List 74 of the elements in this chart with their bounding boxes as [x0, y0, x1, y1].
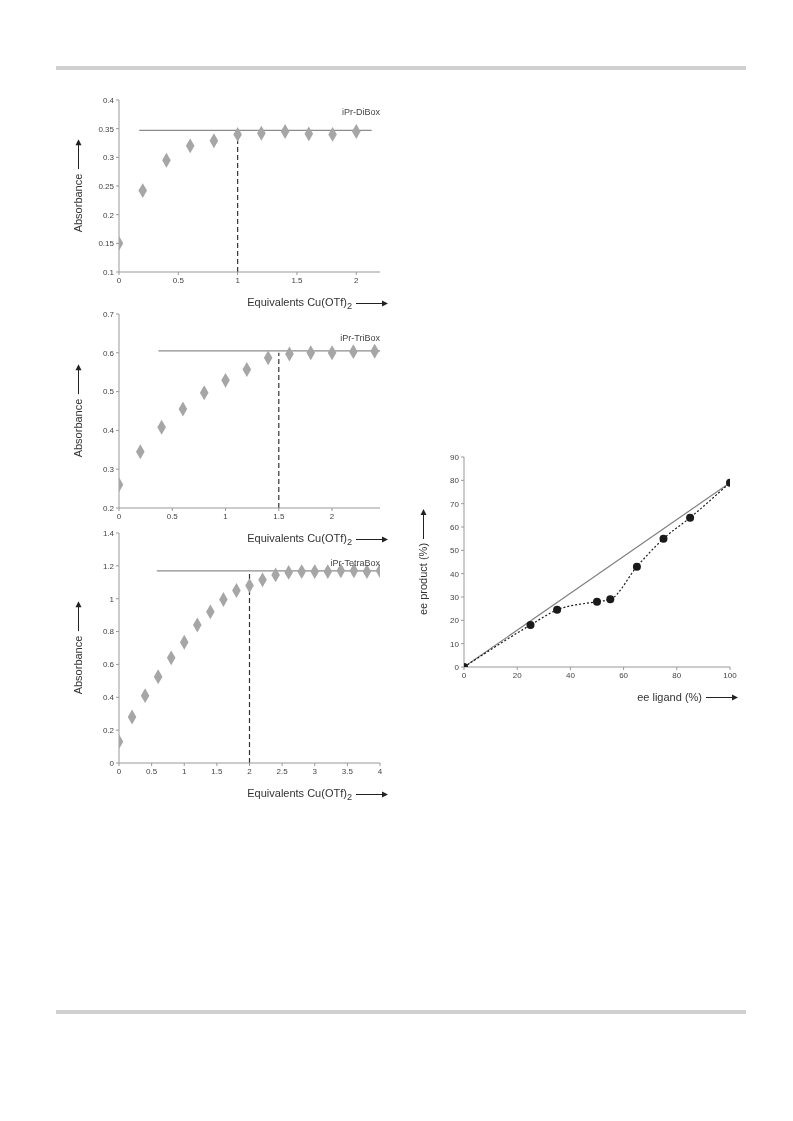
x-tick-label: 2 — [247, 766, 253, 776]
y-tick-label: 70 — [450, 499, 460, 509]
y-tick-label: 0.6 — [102, 660, 115, 670]
point — [526, 621, 535, 629]
x-axis-title: ee ligand (%) — [637, 691, 702, 703]
x-tick-label: 0.5 — [166, 511, 179, 521]
x-tick-label: 3.5 — [341, 766, 354, 776]
y-tick-label: 1.4 — [102, 528, 115, 538]
y-axis-title: Absorbance — [72, 635, 84, 695]
y-tick-label: 0.5 — [102, 387, 115, 397]
x-tick-label: 60 — [619, 670, 629, 680]
y-tick-label: 0.7 — [102, 309, 115, 319]
x-tick-label: 2 — [354, 275, 360, 285]
y-tick-label: 0.35 — [98, 124, 115, 134]
y-tick-label: 0.15 — [98, 239, 115, 249]
x-tick-label: 1 — [235, 275, 241, 285]
annotation: iPr-TetraBox — [330, 558, 380, 569]
y-tick-label: 80 — [450, 476, 460, 486]
y-tick-label: 0.6 — [102, 348, 115, 358]
y-tick-label: 0.3 — [102, 465, 115, 475]
y-tick-label: 0.4 — [102, 95, 115, 105]
x-tick-label: 100 — [723, 670, 738, 680]
x-tick-label: 0.5 — [146, 766, 158, 776]
x-tick-label: 0.5 — [172, 275, 185, 285]
x-tick-label: 2 — [329, 511, 335, 521]
annotation: iPr-TriBox — [340, 333, 380, 344]
x-tick-label: 0 — [116, 511, 122, 521]
annotation: iPr-DiBox — [341, 106, 380, 117]
x-tick-label: 2.5 — [276, 766, 289, 776]
point — [606, 595, 615, 604]
y-tick-label: 0 — [454, 662, 460, 672]
x-axis-title: Equivalents Cu(OTf)$_{2}$ — [247, 787, 352, 803]
y-tick-label: 0.1 — [102, 267, 115, 277]
y-axis-title: ee product (%) — [417, 542, 429, 616]
point — [632, 562, 641, 571]
y-tick-label: 0.4 — [102, 693, 115, 703]
x-tick-label: 1.5 — [211, 766, 223, 776]
y-tick-label: 20 — [450, 616, 460, 626]
x-axis-title: Equivalents Cu(OTf)$_{2}$ — [247, 532, 352, 548]
x-axis-title: Equivalents Cu(OTf)$_{2}$ — [247, 296, 352, 312]
y-tick-label: 60 — [450, 522, 460, 532]
x-tick-label: 3 — [312, 766, 318, 776]
x-tick-label: 0 — [116, 275, 122, 285]
y-tick-label: 1.2 — [102, 561, 115, 571]
x-tick-label: 1 — [182, 766, 188, 776]
y-tick-label: 0.2 — [102, 210, 115, 220]
y-tick-label: 10 — [450, 639, 460, 649]
point — [553, 605, 562, 614]
y-tick-label: 0.2 — [102, 725, 115, 735]
y-axis-title: Absorbance — [72, 173, 84, 233]
x-tick-label: 0 — [461, 670, 467, 680]
x-tick-label: 1.5 — [291, 275, 304, 285]
x-tick-label: 4 — [377, 766, 383, 776]
x-tick-label: 0 — [116, 766, 122, 776]
x-tick-label: 1.5 — [273, 511, 285, 521]
y-axis-title: Absorbance — [72, 398, 84, 458]
y-tick-label: 1 — [109, 594, 115, 604]
point — [686, 513, 695, 522]
x-tick-label: 1 — [223, 511, 229, 521]
y-tick-label: 50 — [450, 546, 460, 556]
y-tick-label: 0.2 — [102, 503, 115, 513]
y-tick-label: 0.4 — [102, 426, 115, 436]
x-tick-label: 80 — [672, 670, 682, 680]
y-tick-label: 30 — [450, 592, 460, 602]
x-tick-label: 20 — [512, 670, 523, 680]
y-tick-label: 0.25 — [98, 181, 115, 191]
y-tick-label: 0 — [109, 758, 115, 768]
x-tick-label: 40 — [565, 670, 576, 680]
y-tick-label: 40 — [450, 569, 460, 579]
point — [659, 534, 668, 543]
y-tick-label: 0.3 — [102, 153, 115, 163]
y-tick-label: 0.8 — [102, 627, 115, 637]
point — [593, 597, 601, 606]
y-tick-label: 90 — [450, 452, 460, 462]
